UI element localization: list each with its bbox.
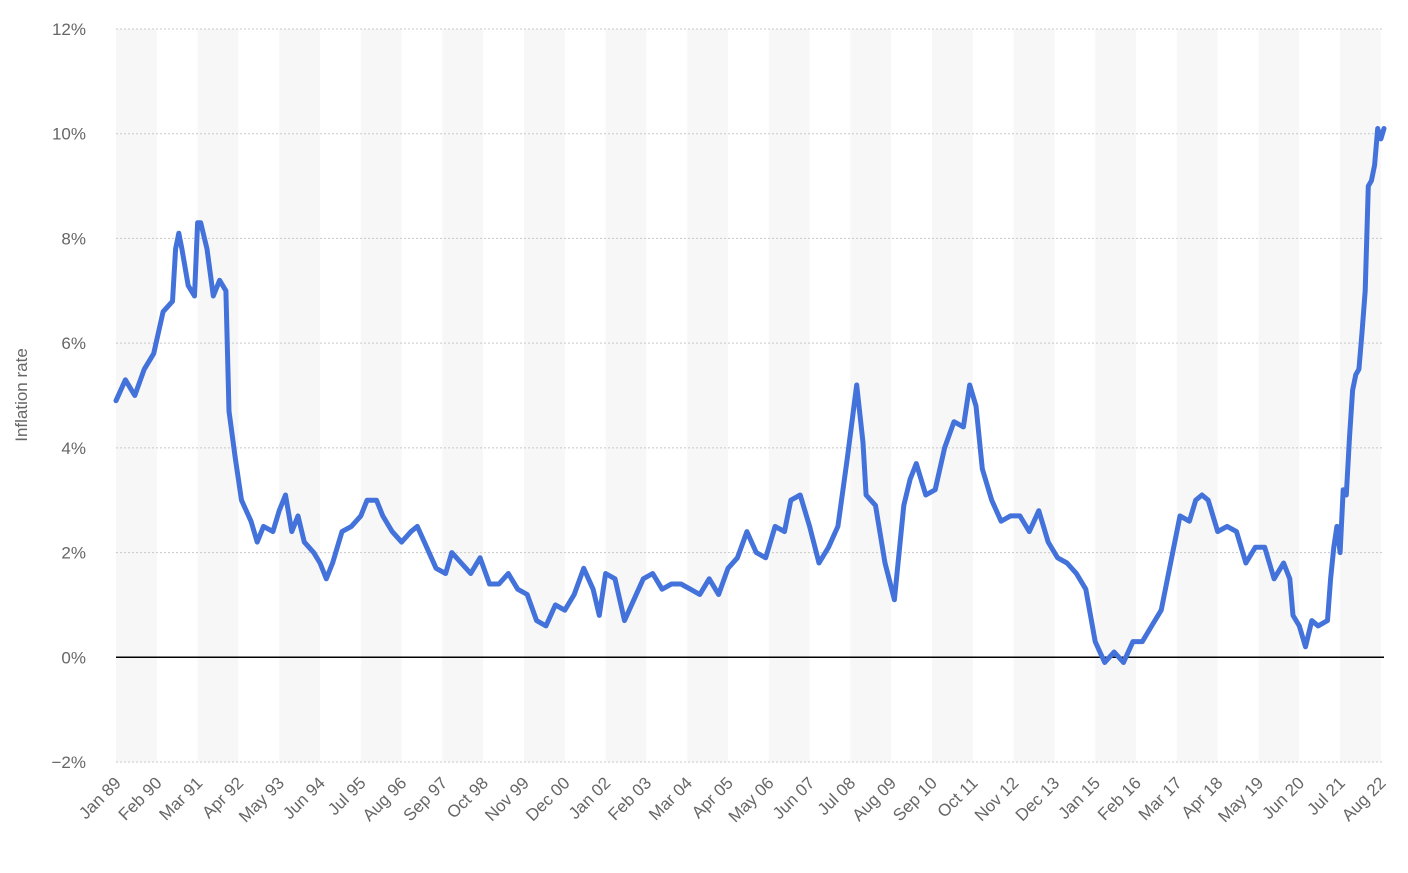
x-tick-label: Sep 97 [400,773,452,825]
background-band [768,29,810,762]
background-band [1013,29,1055,762]
x-tick-label: Jun 94 [279,773,329,823]
background-band [687,29,729,762]
background-band [197,29,239,762]
background-band [279,29,321,762]
x-tick-label: Dec 13 [1012,773,1064,825]
x-tick-label: Feb 03 [604,773,655,824]
background-band [1095,29,1137,762]
y-tick-label: 2% [61,544,86,563]
x-tick-label: Nov 12 [971,773,1023,825]
x-tick-label: Jun 07 [769,773,819,823]
x-tick-label: Mar 17 [1135,773,1186,824]
inflation-rate-line [113,126,1387,665]
x-tick-label: Jan 02 [565,773,615,823]
background-band [360,29,402,762]
y-tick-label: 0% [61,648,86,667]
x-tick-label: Aug 22 [1338,773,1390,825]
x-tick-label: Jun 20 [1259,773,1309,823]
x-tick-label: May 19 [1214,773,1267,826]
x-tick-label: Nov 99 [481,773,533,825]
y-tick-label: 12% [52,20,86,39]
x-tick-label: Jan 89 [75,773,125,823]
x-tick-label: May 06 [725,773,778,826]
y-axis-ticks: 12% 10% 8% 6% 4% 2% 0% −2% [52,20,87,772]
background-band [1176,29,1218,762]
x-tick-label: Jan 15 [1055,773,1105,823]
y-tick-label: 10% [52,125,86,144]
y-axis-label: Inflation rate [12,348,31,442]
background-band [442,29,484,762]
x-tick-label: Aug 09 [849,773,901,825]
x-tick-label: Feb 90 [115,773,166,824]
background-band [1258,29,1300,762]
background-band [524,29,565,762]
y-tick-label: 4% [61,439,86,458]
x-tick-label: Aug 96 [359,773,411,825]
x-tick-label: Mar 04 [645,773,696,824]
x-tick-label: Dec 00 [522,773,574,825]
y-tick-label: 8% [61,229,86,248]
x-tick-label: May 93 [235,773,288,826]
background-band [605,29,647,762]
x-tick-label: Feb 16 [1094,773,1145,824]
y-tick-label: −2% [52,753,87,772]
y-tick-label: 6% [61,334,86,353]
x-tick-label: Mar 91 [156,773,207,824]
x-tick-label: Sep 10 [889,773,941,825]
background-bands [116,29,1381,762]
